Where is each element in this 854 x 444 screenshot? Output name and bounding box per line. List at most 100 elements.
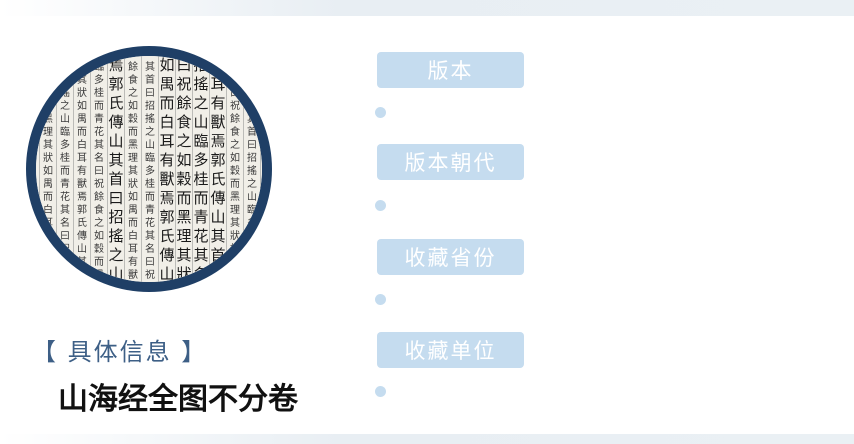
svg-text:名: 名 <box>193 265 208 282</box>
svg-text:青: 青 <box>94 112 104 125</box>
svg-text:曰: 曰 <box>60 231 70 242</box>
svg-text:焉: 焉 <box>159 189 174 207</box>
svg-text:白: 白 <box>210 56 225 74</box>
svg-text:食: 食 <box>128 73 138 86</box>
svg-text:禺: 禺 <box>159 75 174 93</box>
svg-text:桂: 桂 <box>193 170 208 188</box>
svg-text:如: 如 <box>176 151 191 169</box>
svg-text:狀: 狀 <box>176 265 191 282</box>
svg-text:如: 如 <box>128 99 138 112</box>
svg-text:山: 山 <box>108 265 123 282</box>
svg-text:郭: 郭 <box>159 208 174 226</box>
svg-text:花: 花 <box>94 125 104 138</box>
svg-text:有: 有 <box>159 151 174 169</box>
svg-text:曰: 曰 <box>60 62 70 73</box>
svg-text:青: 青 <box>60 177 70 190</box>
svg-text:而: 而 <box>193 189 208 207</box>
svg-text:理: 理 <box>43 126 53 138</box>
svg-text:狀: 狀 <box>128 177 138 190</box>
svg-text:黑: 黑 <box>128 139 138 151</box>
collection-province-label-button[interactable]: 收藏省份 <box>377 239 524 275</box>
svg-text:氏: 氏 <box>159 227 174 245</box>
svg-text:曰: 曰 <box>145 88 155 99</box>
svg-text:搖: 搖 <box>60 87 70 99</box>
svg-text:如: 如 <box>43 73 53 86</box>
svg-text:如: 如 <box>77 99 87 112</box>
svg-text:餘: 餘 <box>128 60 138 73</box>
svg-text:獸: 獸 <box>43 242 53 255</box>
svg-text:首: 首 <box>108 170 123 188</box>
collection-unit-label-button[interactable]: 收藏单位 <box>377 332 524 368</box>
svg-text:食: 食 <box>60 268 70 281</box>
svg-text:郭: 郭 <box>108 75 123 93</box>
svg-text:禺: 禺 <box>43 178 53 190</box>
svg-text:曰: 曰 <box>145 257 155 268</box>
svg-text:山: 山 <box>247 191 257 203</box>
svg-text:而: 而 <box>128 217 138 229</box>
svg-text:臨: 臨 <box>94 60 104 73</box>
svg-text:狀: 狀 <box>230 229 240 242</box>
svg-text:青: 青 <box>247 255 257 268</box>
svg-text:而: 而 <box>230 269 240 281</box>
svg-text:其: 其 <box>145 230 155 242</box>
svg-text:郭: 郭 <box>247 60 257 73</box>
svg-text:如: 如 <box>230 151 240 164</box>
svg-text:曰: 曰 <box>210 265 225 282</box>
svg-text:臨: 臨 <box>60 125 70 138</box>
svg-text:招: 招 <box>247 151 257 164</box>
svg-text:食: 食 <box>94 203 104 216</box>
svg-text:有: 有 <box>128 255 138 268</box>
svg-text:其: 其 <box>128 165 138 177</box>
svg-text:餘: 餘 <box>176 94 191 112</box>
svg-text:搖: 搖 <box>145 113 155 125</box>
svg-text:郭: 郭 <box>77 203 87 216</box>
edition-dynasty-label-button[interactable]: 版本朝代 <box>377 144 524 180</box>
svg-text:餘: 餘 <box>60 255 70 268</box>
svg-text:首: 首 <box>247 125 257 138</box>
svg-text:黑: 黑 <box>43 113 53 125</box>
svg-text:首: 首 <box>77 268 87 281</box>
edition-label-button[interactable]: 版本 <box>377 52 524 88</box>
svg-text:焉: 焉 <box>77 191 87 203</box>
svg-text:食: 食 <box>230 125 240 138</box>
svg-text:其: 其 <box>247 113 257 125</box>
svg-text:搖: 搖 <box>247 165 257 177</box>
svg-text:耳: 耳 <box>128 243 138 255</box>
svg-text:青: 青 <box>145 203 155 216</box>
svg-text:其: 其 <box>230 61 240 73</box>
svg-text:白: 白 <box>128 229 138 242</box>
svg-text:山: 山 <box>210 208 225 226</box>
svg-text:其: 其 <box>145 61 155 73</box>
svg-text:祝: 祝 <box>94 177 104 190</box>
svg-text:如: 如 <box>230 242 240 255</box>
edition-dynasty-label: 版本朝代 <box>404 151 497 175</box>
svg-text:傳: 傳 <box>210 189 225 207</box>
svg-text:之: 之 <box>43 60 53 73</box>
svg-text:郭: 郭 <box>43 268 53 281</box>
svg-text:之: 之 <box>230 138 240 151</box>
svg-text:理: 理 <box>230 204 240 216</box>
svg-text:山: 山 <box>159 265 174 282</box>
svg-text:傳: 傳 <box>77 229 87 242</box>
svg-text:白: 白 <box>43 203 53 216</box>
svg-text:之: 之 <box>60 99 70 112</box>
svg-text:多: 多 <box>60 138 70 151</box>
svg-text:花: 花 <box>60 190 70 203</box>
top-decor-bar <box>0 0 854 16</box>
svg-text:招: 招 <box>145 99 155 112</box>
svg-text:曰: 曰 <box>108 189 123 207</box>
collection-unit-bullet-icon <box>375 386 386 397</box>
svg-text:之: 之 <box>193 94 208 112</box>
svg-text:而: 而 <box>60 165 70 177</box>
svg-text:其: 其 <box>43 139 53 151</box>
svg-text:名: 名 <box>94 151 104 164</box>
svg-text:祝: 祝 <box>145 268 155 281</box>
svg-text:而: 而 <box>128 126 138 138</box>
edition-label: 版本 <box>427 59 474 83</box>
svg-text:其: 其 <box>210 227 225 245</box>
svg-text:白: 白 <box>159 113 174 131</box>
svg-text:其: 其 <box>193 246 208 264</box>
svg-text:桂: 桂 <box>247 229 257 242</box>
svg-text:有: 有 <box>43 229 53 242</box>
bottom-decor-bar <box>0 434 854 444</box>
